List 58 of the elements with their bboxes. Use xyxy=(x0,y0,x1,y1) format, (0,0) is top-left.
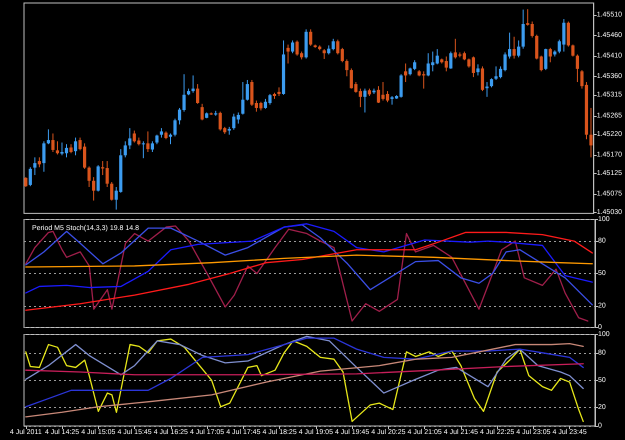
candlestick xyxy=(28,166,32,187)
candlestick xyxy=(155,134,159,145)
candlestick xyxy=(33,156,36,176)
line-series xyxy=(25,363,584,376)
candlestick xyxy=(82,142,86,170)
candlestick xyxy=(173,118,177,137)
candlestick xyxy=(309,28,312,46)
candlestick xyxy=(322,48,326,60)
candlestick xyxy=(363,88,367,113)
candlestick xyxy=(548,47,552,63)
candlestick xyxy=(386,90,390,103)
candlestick xyxy=(69,144,73,154)
candlestick xyxy=(268,93,272,106)
candlestick xyxy=(264,98,268,110)
candlestick xyxy=(512,36,516,60)
line-series xyxy=(25,225,588,322)
line-series xyxy=(25,223,593,294)
candlestick xyxy=(42,140,46,172)
candlestick xyxy=(128,128,132,150)
candlestick xyxy=(576,54,580,83)
candlestick xyxy=(92,176,96,202)
candlestick xyxy=(399,74,403,98)
candlestick xyxy=(589,107,593,158)
candlestick xyxy=(38,156,41,168)
candlestick xyxy=(150,140,154,152)
candlestick xyxy=(517,40,520,58)
candlestick xyxy=(168,132,172,145)
candlestick xyxy=(88,166,91,188)
candlestick xyxy=(358,88,362,108)
line-series xyxy=(25,336,584,394)
candlestick xyxy=(376,86,380,104)
candlestick xyxy=(522,9,525,50)
candlestick xyxy=(124,140,127,158)
candlestick xyxy=(246,79,249,102)
candlestick xyxy=(110,182,114,202)
candlestick xyxy=(404,63,408,83)
candlestick xyxy=(51,132,55,152)
candlestick xyxy=(46,128,50,145)
candlestick xyxy=(566,21,570,48)
candlestick xyxy=(24,176,28,188)
candlestick xyxy=(196,84,200,104)
line-series xyxy=(25,338,584,408)
candlestick xyxy=(241,82,244,116)
candlestick xyxy=(490,78,494,88)
candlestick xyxy=(381,82,385,102)
candlestick xyxy=(74,137,78,156)
candlestick xyxy=(480,66,484,92)
candlestick xyxy=(472,56,476,78)
candlestick xyxy=(345,58,348,77)
candlestick xyxy=(544,48,548,71)
candlestick xyxy=(571,44,574,58)
line-series xyxy=(25,254,593,268)
candlestick xyxy=(449,51,452,70)
candlestick xyxy=(142,140,145,159)
candlestick xyxy=(192,74,195,94)
candlestick xyxy=(290,40,294,54)
candlestick xyxy=(295,40,299,56)
candlestick xyxy=(200,103,204,121)
